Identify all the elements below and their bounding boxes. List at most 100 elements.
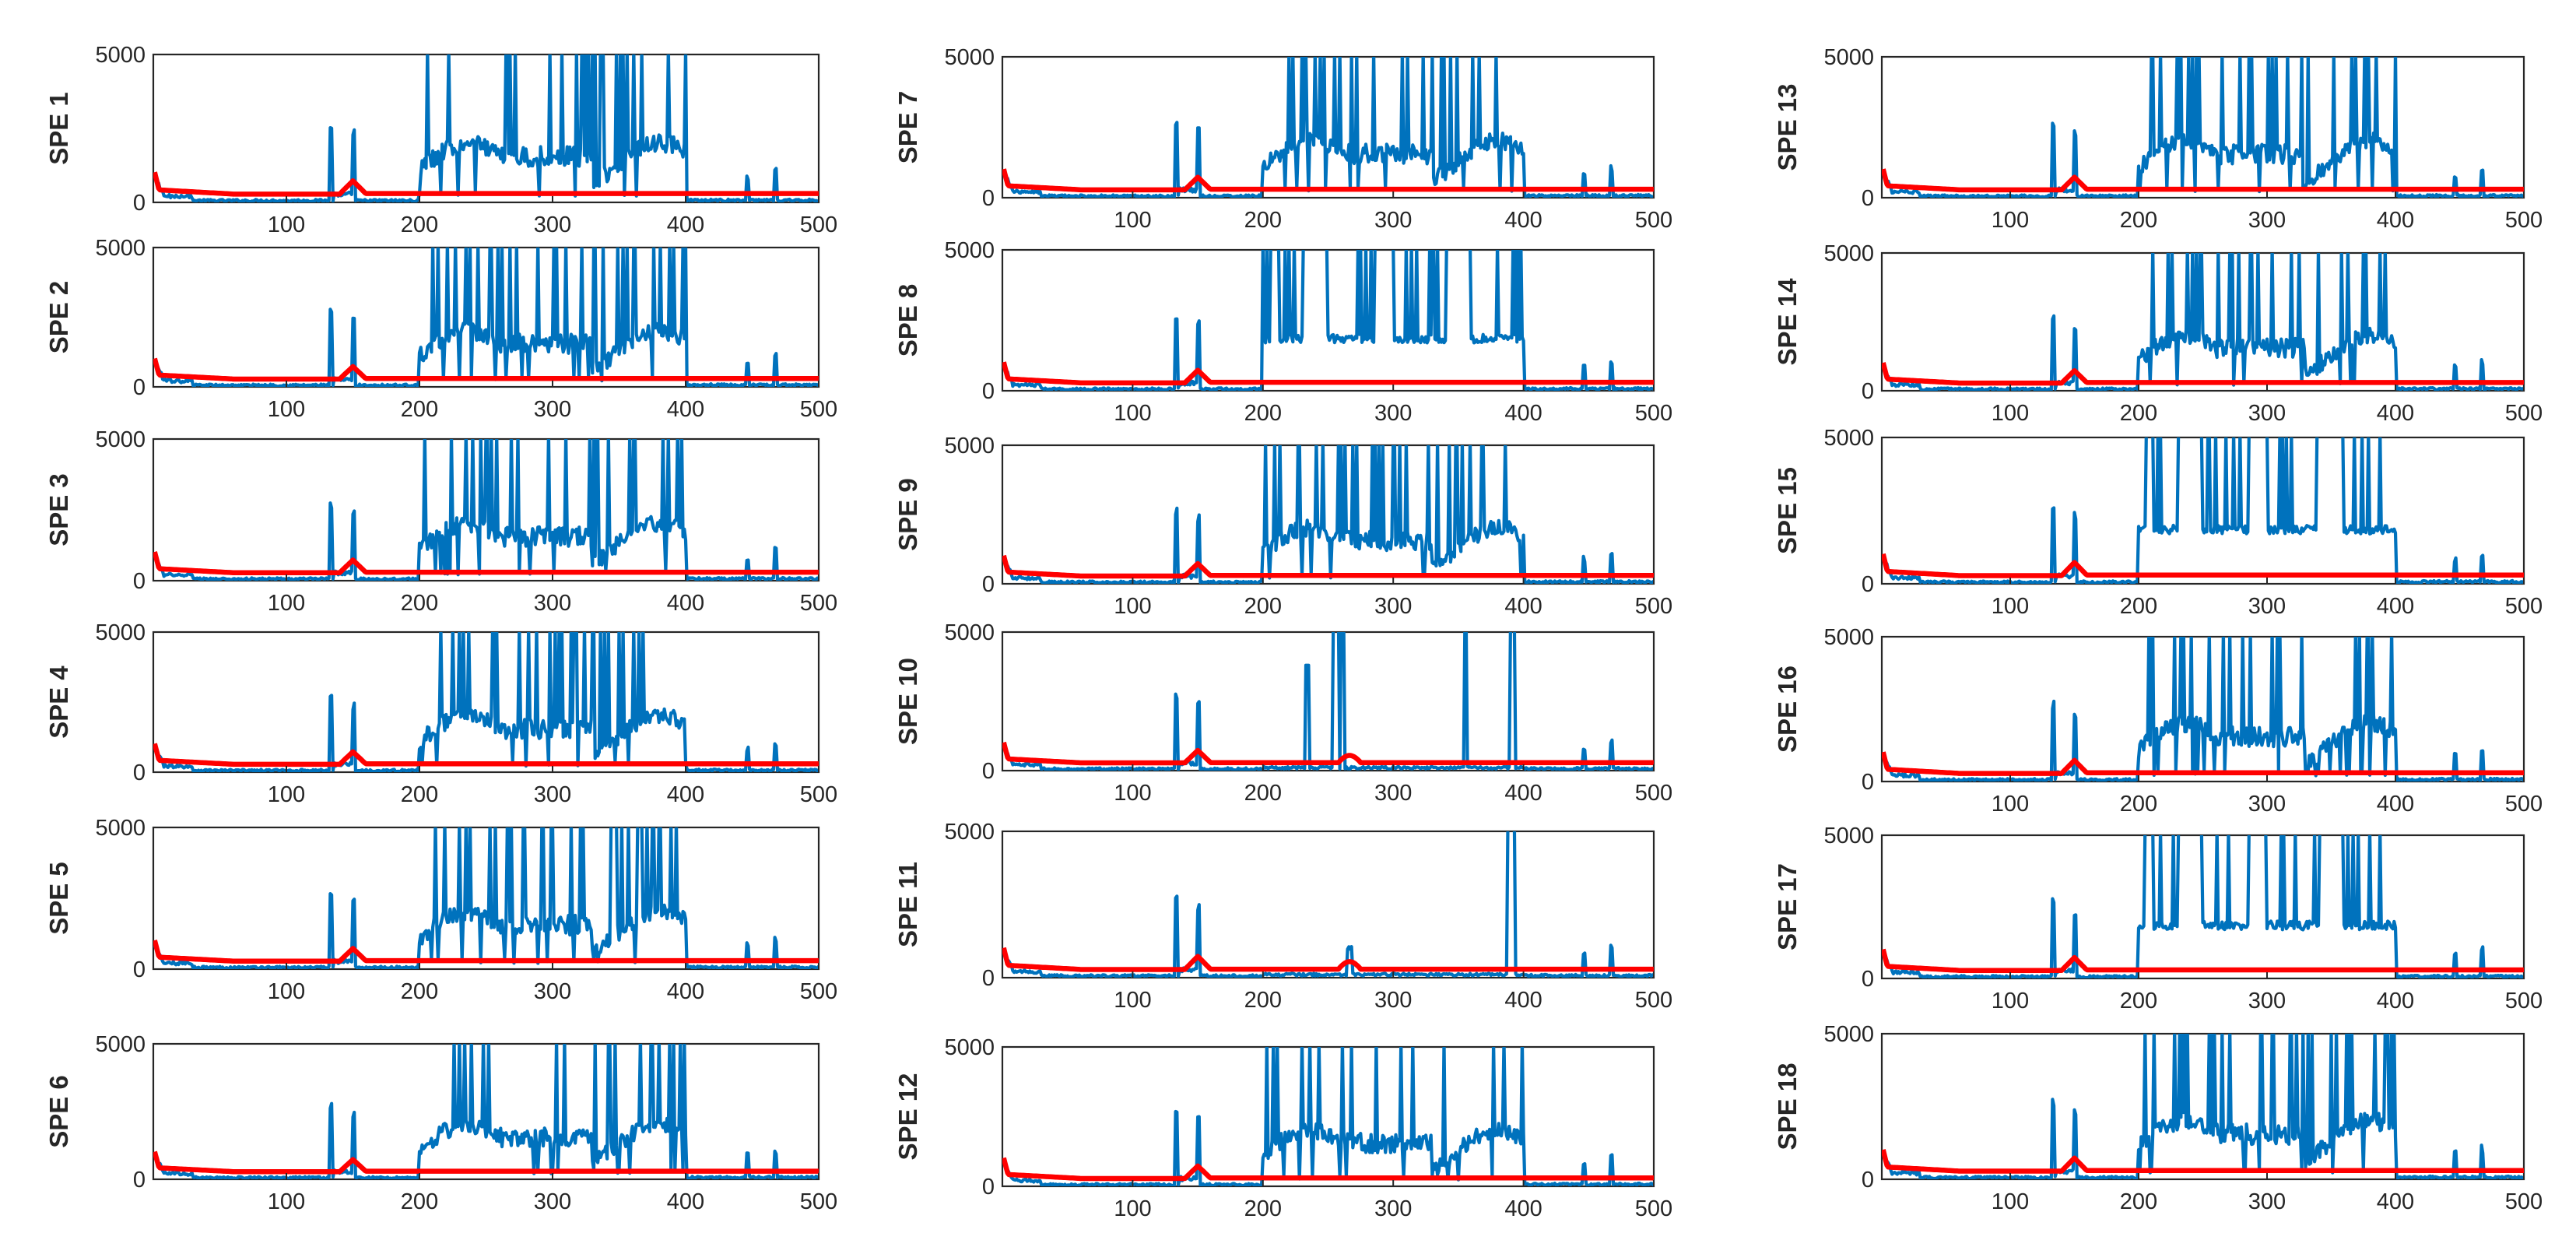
spe-5-control-limit — [153, 940, 819, 964]
spe-12-xtick-label: 100 — [1114, 1196, 1151, 1221]
spe-14-xtick-label: 200 — [2120, 401, 2157, 426]
spe-6-xtick-label: 200 — [401, 1189, 438, 1214]
spe-6-control-limit — [153, 1150, 819, 1175]
spe-10-xtick-label: 300 — [1374, 781, 1412, 806]
spe-1-xtick-label: 200 — [401, 213, 438, 237]
spe-1-xtick-label: 400 — [667, 213, 704, 237]
spe-8-xtick-label: 500 — [1635, 401, 1672, 426]
spe-15-ytick-label: 0 — [1862, 572, 1874, 597]
spe-10-axes-box — [1001, 631, 1655, 772]
spe-4-ytick-label: 5000 — [95, 620, 146, 645]
spe-13-xtick-label: 300 — [2248, 208, 2286, 233]
spe-2-ytick-label: 0 — [133, 375, 146, 400]
spe-7-ylabel: SPE 7 — [893, 91, 922, 164]
spe-7-xtick-label: 400 — [1504, 208, 1542, 233]
spe-12-control-limit — [1002, 1157, 1654, 1182]
spe-13-xtick-label: 500 — [2505, 208, 2543, 233]
spe-9-xtick-label: 100 — [1114, 594, 1151, 619]
spe-18-control-limit — [1882, 1149, 2524, 1174]
spe-18-axes-box — [1880, 1032, 2525, 1181]
spe-14-control-limit — [1882, 362, 2524, 386]
spe-5-ytick-label: 5000 — [95, 816, 146, 841]
spe-18-xtick-label: 400 — [2377, 1189, 2414, 1214]
spe-3-ytick-label: 0 — [133, 569, 146, 594]
spe-18-ytick-label: 5000 — [1823, 1022, 1874, 1047]
spe-1-xtick-label: 300 — [534, 213, 571, 237]
spe-10-ytick-label: 0 — [982, 759, 995, 784]
spe-2-control-limit — [153, 357, 819, 382]
spe-12-spe-series — [1002, 1047, 1654, 1186]
spe-16-xtick-label: 300 — [2248, 792, 2286, 817]
spe-5-ytick-label: 0 — [133, 957, 146, 982]
spe-4-axes-box — [152, 631, 820, 774]
spe-2-xtick-label: 400 — [667, 397, 704, 422]
spe-10-xtick-label: 400 — [1504, 781, 1542, 806]
spe-6-ylabel: SPE 6 — [44, 1075, 73, 1148]
spe-18-ylabel: SPE 18 — [1773, 1063, 1802, 1150]
spe-13-spe-series — [1882, 57, 2524, 198]
spe-5-xtick-label: 100 — [268, 979, 305, 1004]
spe-2-ylabel: SPE 2 — [44, 281, 73, 354]
spe-9-xtick-label: 500 — [1635, 594, 1672, 619]
spe-16-control-limit — [1882, 751, 2524, 776]
spe-17-xtick-label: 200 — [2120, 989, 2157, 1013]
spe-11-control-limit — [1002, 947, 1654, 972]
spe-7-spe-series — [1002, 57, 1654, 198]
spe-6-xtick-label: 500 — [800, 1189, 837, 1214]
spe-14-ytick-label: 5000 — [1823, 241, 1874, 266]
spe-9-ylabel: SPE 9 — [893, 478, 922, 551]
spe-17-control-limit — [1882, 948, 2524, 973]
spe-1-ytick-label: 0 — [133, 191, 146, 216]
spe-11-ytick-label: 0 — [982, 966, 995, 991]
spe-8-xtick-label: 200 — [1244, 401, 1282, 426]
spe-3-ytick-label: 5000 — [95, 427, 146, 452]
spe-17-ytick-label: 0 — [1862, 967, 1874, 992]
spe-2-spe-series — [153, 248, 819, 387]
spe-3-xtick-label: 500 — [800, 591, 837, 616]
spe-3-spe-series — [153, 439, 819, 581]
spe-13-control-limit — [1882, 168, 2524, 193]
spe-11-ylabel: SPE 11 — [893, 862, 922, 947]
spe-5-xtick-label: 300 — [534, 979, 571, 1004]
spe-13-ylabel: SPE 13 — [1773, 84, 1802, 171]
spe-14-xtick-label: 500 — [2505, 401, 2543, 426]
spe-16-ytick-label: 0 — [1862, 770, 1874, 795]
spe-9-spe-series — [1002, 445, 1654, 584]
spe-9-xtick-label: 400 — [1504, 594, 1542, 619]
spe-1-ylabel: SPE 1 — [44, 92, 73, 165]
spe-17-xtick-label: 100 — [1992, 989, 2029, 1013]
spe-3-xtick-label: 400 — [667, 591, 704, 616]
spe-15-xtick-label: 400 — [2377, 594, 2414, 619]
spe-10-xtick-label: 200 — [1244, 781, 1282, 806]
spe-5-axes-box — [152, 826, 820, 971]
spe-15-ylabel: SPE 15 — [1773, 467, 1802, 554]
spe-7-xtick-label: 500 — [1635, 208, 1672, 233]
spe-13-xtick-label: 200 — [2120, 208, 2157, 233]
spe-17-ylabel: SPE 17 — [1773, 863, 1802, 950]
spe-8-control-limit — [1002, 361, 1654, 386]
spe-18-xtick-label: 500 — [2505, 1189, 2543, 1214]
spe-15-spe-series — [1882, 437, 2524, 584]
spe-17-xtick-label: 500 — [2505, 989, 2543, 1013]
spe-10-control-limit — [1002, 741, 1654, 766]
spe-3-xtick-label: 200 — [401, 591, 438, 616]
spe-12-ytick-label: 5000 — [944, 1035, 995, 1060]
spe-8-ytick-label: 5000 — [944, 238, 995, 263]
spe-12-xtick-label: 500 — [1635, 1196, 1672, 1221]
spe-15-xtick-label: 300 — [2248, 594, 2286, 619]
spe-12-xtick-label: 200 — [1244, 1196, 1282, 1221]
spe-18-spe-series — [1882, 1034, 2524, 1179]
spe-15-xtick-label: 200 — [2120, 594, 2157, 619]
spe-16-xtick-label: 500 — [2505, 792, 2543, 817]
spe-6-ytick-label: 0 — [133, 1168, 146, 1193]
